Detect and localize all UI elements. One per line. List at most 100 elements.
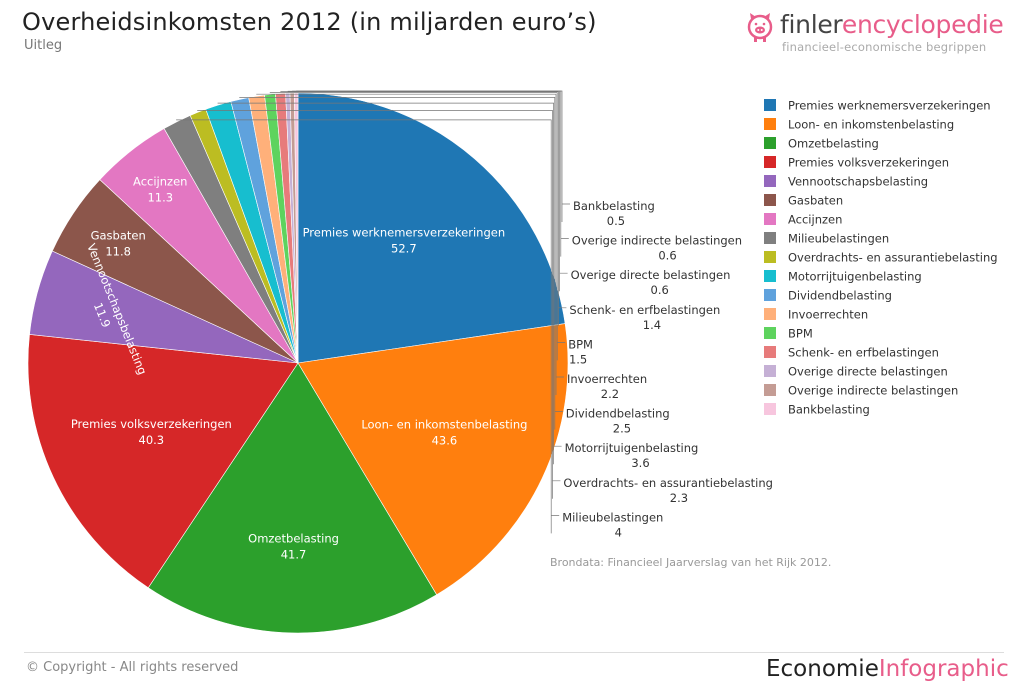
- leader-line-dividendbelasting: [239, 97, 563, 430]
- legend-swatch: [764, 232, 776, 244]
- legend-swatch: [764, 156, 776, 168]
- callout-value-bankbelasting: 0.5: [607, 214, 625, 228]
- callout-label-bankbelasting: Bankbelasting: [573, 199, 655, 213]
- leader-line-overdrachts-en-assurantiebelasting: [197, 110, 561, 499]
- leader-line-overige-directe-belastingen: [287, 90, 568, 292]
- callout-value-bpm: 1.5: [569, 352, 587, 366]
- legend-item-overige-directe-belastingen[interactable]: Overige directe belastingen: [764, 365, 948, 379]
- legend-label: Schenk- en erfbelastingen: [788, 346, 939, 360]
- legend-label: Dividendbelasting: [788, 289, 892, 303]
- legend-item-bankbelasting[interactable]: Bankbelasting: [764, 403, 870, 417]
- legend-swatch: [764, 213, 776, 225]
- legend-label: Overdrachts- en assurantiebelasting: [788, 251, 998, 265]
- legend-item-premies-volksverzekeringen[interactable]: Premies volksverzekeringen: [764, 156, 949, 170]
- legend-label: Invoerrechten: [788, 308, 868, 322]
- legend-swatch: [764, 251, 776, 263]
- legend-label: Loon- en inkomstenbelasting: [788, 118, 954, 132]
- legend-item-premies-werknemersverzekeringen[interactable]: Premies werknemersverzekeringen: [764, 99, 991, 113]
- pie-slice-loon-en-inkomstenbelasting[interactable]: [297, 323, 569, 596]
- legend-label: Vennootschapsbelasting: [788, 175, 928, 189]
- slice-value-accijnzen: 11.3: [147, 191, 173, 205]
- legend-swatch: [764, 175, 776, 187]
- pie-slice-omzetbelasting[interactable]: [147, 362, 438, 634]
- slice-label-omzetbelasting: Omzetbelasting: [248, 532, 339, 546]
- legend-label: Premies volksverzekeringen: [788, 156, 949, 170]
- pig-icon: [747, 13, 773, 42]
- legend-item-dividendbelasting[interactable]: Dividendbelasting: [764, 289, 892, 303]
- legend-item-bpm[interactable]: BPM: [764, 327, 813, 341]
- callout-label-bpm: BPM: [568, 337, 593, 351]
- leader-line-bpm: [269, 92, 566, 361]
- legend-item-overige-indirecte-belastingen[interactable]: Overige indirecte belastingen: [764, 384, 958, 398]
- legend-swatch: [764, 137, 776, 149]
- slice-value-loon-en-inkomstenbelasting: 43.6: [432, 433, 458, 447]
- legend-swatch: [764, 270, 776, 282]
- legend-item-overdrachts-en-assurantiebelasting[interactable]: Overdrachts- en assurantiebelasting: [764, 251, 998, 265]
- callout-value-motorrijtuigenbelasting: 3.6: [631, 456, 649, 470]
- legend-swatch: [764, 384, 776, 396]
- footer-brand[interactable]: EconomieInfographic: [766, 656, 1009, 682]
- legend-swatch: [764, 308, 776, 320]
- pie-slice-premies-volksverzekeringen[interactable]: [27, 334, 299, 589]
- slice-label-premies-werknemersverzekeringen: Premies werknemersverzekeringen: [303, 225, 506, 239]
- slice-label-premies-volksverzekeringen: Premies volksverzekeringen: [71, 417, 232, 431]
- callout-value-overige-indirecte-belastingen: 0.6: [658, 249, 676, 263]
- copyright-text: © Copyright - All rights reserved: [26, 660, 239, 675]
- slice-label-loon-en-inkomstenbelasting: Loon- en inkomstenbelasting: [361, 417, 527, 431]
- legend-item-invoerrechten[interactable]: Invoerrechten: [764, 308, 868, 322]
- slice-value-premies-werknemersverzekeringen: 52.7: [391, 241, 417, 255]
- legend-swatch: [764, 118, 776, 130]
- legend-item-vennootschapsbelasting[interactable]: Vennootschapsbelasting: [764, 175, 928, 189]
- legend-swatch: [764, 346, 776, 358]
- page-title: Overheidsinkomsten 2012 (in miljarden eu…: [22, 8, 597, 36]
- legend-label: Gasbaten: [788, 194, 843, 208]
- legend-label: Accijnzen: [788, 213, 842, 227]
- legend-item-gasbaten[interactable]: Gasbaten: [764, 194, 843, 208]
- legend-label: Milieubelastingen: [788, 232, 889, 246]
- footer-divider: [24, 652, 1004, 653]
- callout-value-invoerrechten: 2.2: [601, 387, 619, 401]
- callout-label-invoerrechten: Invoerrechten: [567, 372, 647, 386]
- legend-item-loon-en-inkomstenbelasting[interactable]: Loon- en inkomstenbelasting: [764, 118, 954, 132]
- legend-label: Motorrijtuigenbelasting: [788, 270, 922, 284]
- page-subtitle: Uitleg: [24, 38, 63, 53]
- callout-label-overige-indirecte-belastingen: Overige indirecte belastingen: [572, 234, 742, 248]
- callout-label-milieubelastingen: Milieubelastingen: [562, 510, 663, 524]
- legend-swatch: [764, 99, 776, 111]
- legend-label: Bankbelasting: [788, 403, 870, 417]
- slice-label-accijnzen: Accijnzen: [133, 175, 187, 189]
- leader-line-invoerrechten: [256, 93, 564, 395]
- leader-line-milieubelastingen: [176, 119, 560, 534]
- callout-label-overige-directe-belastingen: Overige directe belastingen: [571, 268, 731, 282]
- legend-label: Omzetbelasting: [788, 137, 879, 151]
- legend-item-motorrijtuigenbelasting[interactable]: Motorrijtuigenbelasting: [764, 270, 922, 284]
- pie-chart: Premies werknemersverzekeringen 52.7 Loon-…: [27, 90, 998, 634]
- source-note: Brondata: Financieel Jaarverslag van het…: [550, 556, 832, 569]
- legend-label: Overige directe belastingen: [788, 365, 948, 379]
- leader-line-motorrijtuigenbelasting: [217, 102, 562, 465]
- legend-swatch: [764, 289, 776, 301]
- logo-brand: finlerencyclopedie: [780, 10, 1004, 39]
- logo-tagline: financieel-economische begrippen: [782, 40, 987, 54]
- callout-label-overdrachts-en-assurantiebelasting: Overdrachts- en assurantiebelasting: [563, 476, 773, 490]
- legend-swatch: [764, 194, 776, 206]
- legend-item-schenk-en-erfbelastingen[interactable]: Schenk- en erfbelastingen: [764, 346, 939, 360]
- legend-label: Overige indirecte belastingen: [788, 384, 958, 398]
- legend-swatch: [764, 365, 776, 377]
- callout-value-overdrachts-en-assurantiebelasting: 2.3: [670, 491, 688, 505]
- legend-item-milieubelastingen[interactable]: Milieubelastingen: [764, 232, 889, 246]
- finler-logo[interactable]: finlerencyclopedie financieel-economisch…: [744, 8, 1004, 58]
- legend-item-omzetbelasting[interactable]: Omzetbelasting: [764, 137, 879, 151]
- callout-label-dividendbelasting: Dividendbelasting: [566, 407, 670, 421]
- slice-label-gasbaten: Gasbaten: [91, 228, 146, 242]
- legend-item-accijnzen[interactable]: Accijnzen: [764, 213, 842, 227]
- callout-value-schenk-en-erfbelastingen: 1.4: [643, 318, 661, 332]
- legend-label: BPM: [788, 327, 813, 341]
- callout-value-overige-directe-belastingen: 0.6: [651, 283, 669, 297]
- slice-value-premies-volksverzekeringen: 40.3: [139, 433, 165, 447]
- slice-value-gasbaten: 11.8: [105, 244, 131, 258]
- legend-label: Premies werknemersverzekeringen: [788, 99, 991, 113]
- callout-label-schenk-en-erfbelastingen: Schenk- en erfbelastingen: [569, 303, 720, 317]
- pie-slice-bankbelasting[interactable]: [294, 92, 299, 364]
- slice-value-omzetbelasting: 41.7: [281, 548, 307, 562]
